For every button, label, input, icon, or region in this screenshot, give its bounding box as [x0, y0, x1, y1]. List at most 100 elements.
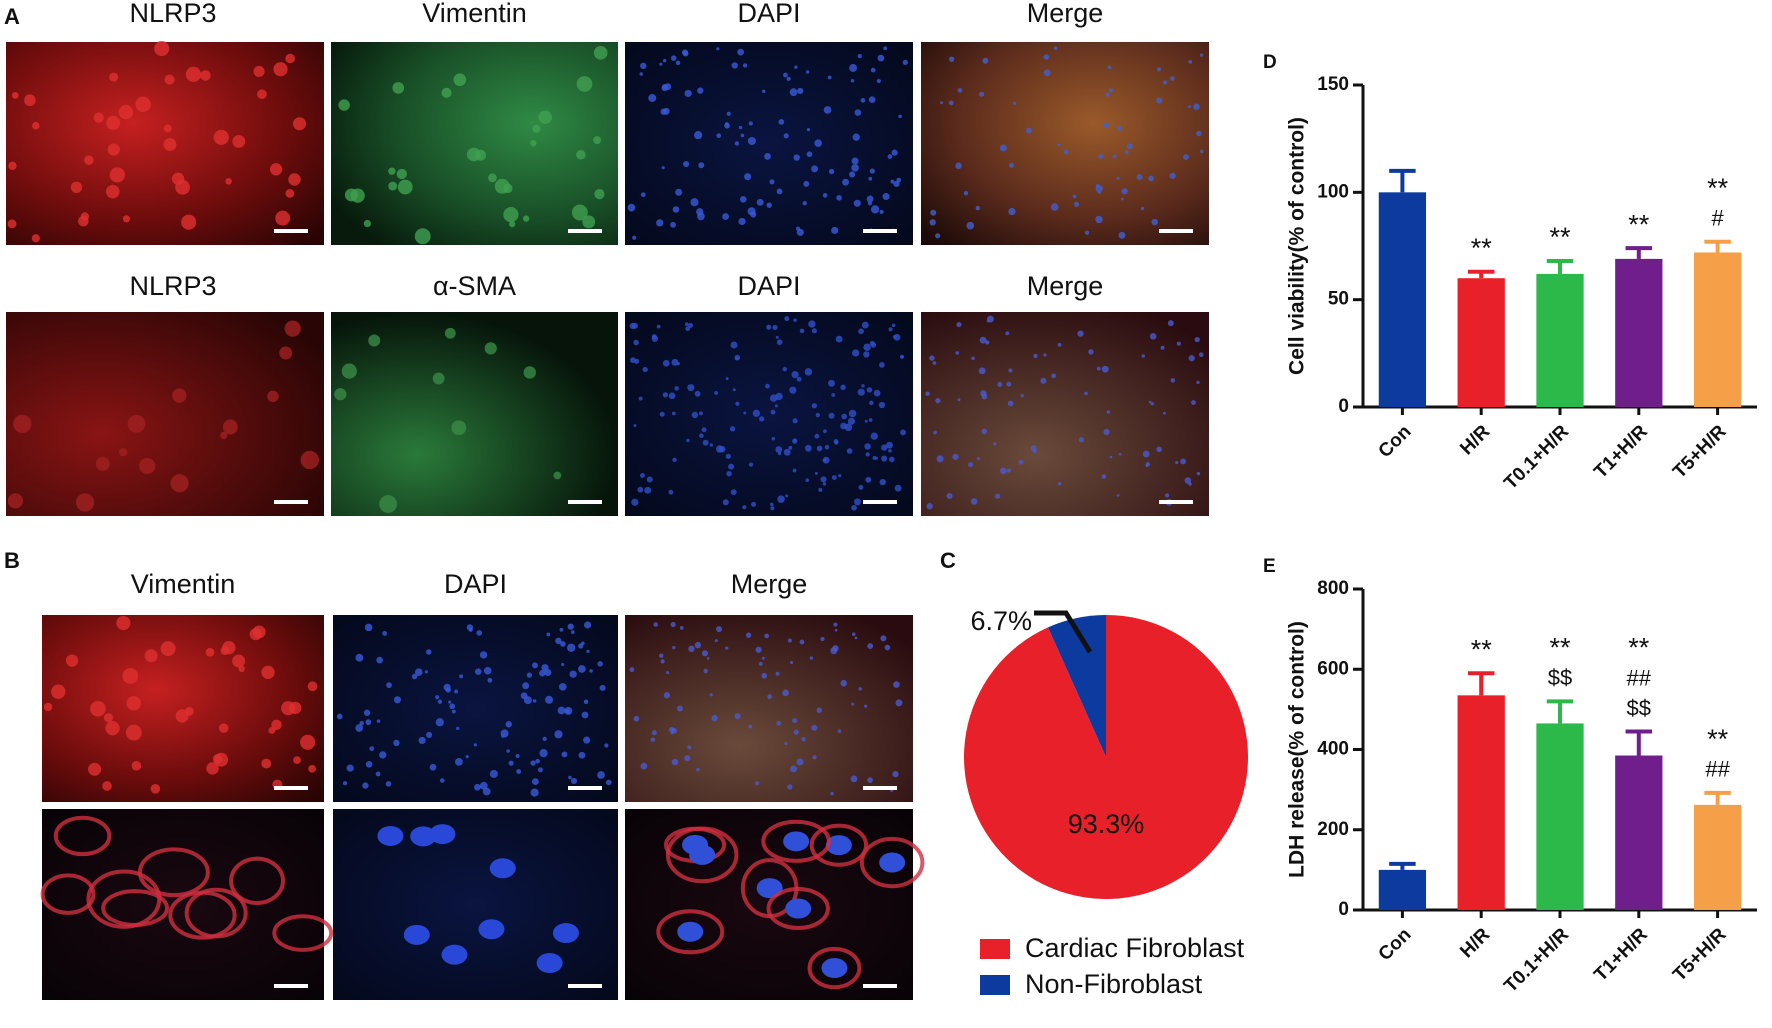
texture [532, 699, 537, 703]
texture [811, 328, 817, 334]
texture [650, 737, 656, 742]
cell [809, 823, 869, 867]
texture [878, 362, 885, 368]
micrograph [6, 312, 324, 516]
micrograph [42, 809, 324, 1000]
texture [633, 424, 637, 427]
texture [796, 376, 802, 382]
texture [414, 668, 423, 676]
cell [53, 815, 112, 857]
texture [861, 384, 865, 388]
texture [8, 161, 17, 170]
texture [445, 687, 451, 693]
bar [1693, 252, 1742, 407]
texture [488, 173, 497, 183]
texture [31, 234, 40, 243]
texture [637, 486, 644, 493]
texture [811, 724, 818, 731]
texture [1109, 455, 1113, 459]
texture [559, 627, 564, 632]
texture [84, 155, 94, 165]
texture [774, 404, 778, 408]
texture [532, 124, 541, 133]
texture [870, 342, 877, 348]
texture [844, 423, 853, 432]
texture [558, 683, 567, 691]
texture [693, 131, 703, 140]
texture [929, 219, 936, 226]
texture [672, 645, 676, 650]
texture [711, 715, 718, 722]
texture [103, 713, 114, 723]
texture [150, 783, 161, 794]
texture [674, 386, 679, 391]
texture [865, 476, 872, 483]
texture [1053, 46, 1058, 50]
texture [479, 781, 488, 790]
texture [631, 498, 639, 506]
texture [106, 115, 121, 130]
texture [809, 656, 814, 660]
texture [697, 212, 705, 221]
texture [738, 125, 743, 130]
texture [750, 211, 757, 218]
texture [139, 457, 156, 475]
texture [948, 56, 955, 62]
nucleus [410, 826, 437, 847]
texture [837, 729, 842, 733]
texture [838, 474, 842, 478]
texture [154, 41, 170, 57]
bar-chart: D 0 50 100 150 Cell viability(% of control) Co… [1263, 52, 1757, 494]
texture [1198, 352, 1204, 358]
image-label: α-SMA [433, 271, 516, 301]
texture [767, 694, 773, 700]
texture [1008, 207, 1016, 216]
texture [671, 358, 679, 366]
texture [858, 687, 862, 691]
texture [539, 749, 548, 758]
texture [561, 751, 568, 758]
texture [474, 783, 481, 791]
texture [222, 640, 236, 655]
texture [584, 621, 592, 629]
y-tick-label: 0 [1338, 899, 1349, 920]
texture [895, 699, 903, 707]
texture [976, 456, 981, 461]
texture [105, 184, 120, 199]
x-tick-label: T5+H/R [1669, 924, 1731, 986]
texture [385, 781, 392, 787]
texture [225, 178, 232, 185]
nucleus [785, 898, 812, 919]
texture [827, 75, 832, 80]
texture [734, 354, 741, 361]
texture [849, 64, 858, 72]
texture [1175, 460, 1179, 465]
texture [861, 321, 869, 329]
texture [886, 441, 893, 449]
panel-letter: A [4, 4, 20, 29]
texture [761, 656, 765, 660]
texture [724, 122, 729, 126]
texture [690, 198, 699, 207]
texture [785, 494, 789, 498]
texture [1163, 80, 1168, 85]
texture [788, 445, 793, 450]
x-tick-label: T5+H/R [1669, 421, 1731, 483]
texture [1098, 153, 1104, 159]
texture [392, 82, 405, 94]
texture [1112, 154, 1117, 159]
texture [570, 630, 575, 634]
texture [932, 361, 937, 365]
cell [137, 847, 210, 898]
texture [414, 228, 431, 245]
texture [725, 646, 729, 650]
texture [739, 195, 747, 203]
texture [576, 76, 593, 92]
texture [796, 228, 804, 236]
texture [288, 173, 301, 186]
texture [799, 639, 805, 645]
x-tick-label: H/R [1456, 924, 1494, 962]
significance-mark: ** [1628, 633, 1650, 663]
texture [218, 723, 229, 733]
texture [775, 671, 780, 676]
